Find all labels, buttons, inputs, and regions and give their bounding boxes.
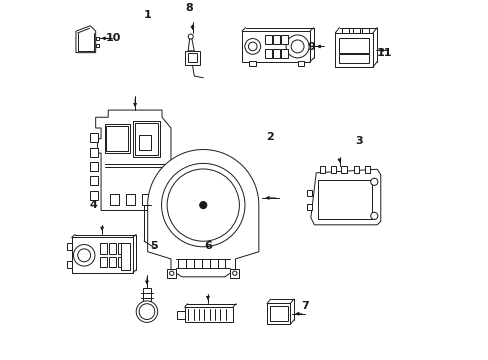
Bar bbox=[90, 162, 98, 171]
Text: 8: 8 bbox=[184, 3, 192, 13]
Bar bbox=[249, 61, 255, 66]
Bar bbox=[187, 53, 197, 62]
Bar bbox=[177, 311, 185, 319]
Bar bbox=[100, 257, 106, 267]
Bar bbox=[96, 37, 99, 40]
Bar bbox=[67, 261, 72, 268]
Text: 7: 7 bbox=[301, 301, 309, 311]
Bar bbox=[90, 134, 98, 142]
Text: 4: 4 bbox=[90, 200, 98, 210]
Bar bbox=[342, 28, 348, 33]
Bar bbox=[139, 135, 151, 149]
Bar bbox=[265, 36, 271, 44]
Circle shape bbox=[169, 271, 174, 275]
Bar bbox=[306, 204, 311, 211]
Bar bbox=[297, 61, 304, 66]
Bar bbox=[317, 180, 371, 220]
Bar bbox=[117, 257, 124, 267]
Polygon shape bbox=[96, 110, 171, 211]
Text: 10: 10 bbox=[106, 33, 121, 43]
Bar bbox=[108, 243, 116, 253]
Circle shape bbox=[167, 169, 239, 241]
Polygon shape bbox=[310, 169, 380, 225]
Text: 1: 1 bbox=[143, 10, 151, 20]
Bar bbox=[273, 36, 279, 44]
Polygon shape bbox=[147, 149, 258, 277]
Bar bbox=[353, 166, 359, 173]
Circle shape bbox=[199, 202, 206, 209]
Bar bbox=[104, 125, 129, 153]
Bar bbox=[273, 49, 279, 58]
Bar bbox=[265, 49, 271, 58]
Circle shape bbox=[285, 35, 308, 58]
Bar bbox=[364, 166, 369, 173]
Bar bbox=[338, 39, 368, 53]
Bar bbox=[306, 190, 311, 196]
Bar bbox=[281, 36, 287, 44]
Text: 2: 2 bbox=[265, 132, 273, 142]
Bar bbox=[319, 166, 325, 173]
Bar bbox=[135, 123, 158, 155]
Bar bbox=[67, 243, 72, 250]
Bar bbox=[121, 243, 130, 270]
Bar bbox=[90, 148, 98, 157]
Bar bbox=[72, 237, 132, 273]
Text: 6: 6 bbox=[204, 241, 212, 251]
Bar bbox=[133, 121, 160, 157]
Bar bbox=[96, 44, 99, 47]
Bar bbox=[338, 54, 368, 63]
Circle shape bbox=[370, 212, 377, 220]
Circle shape bbox=[161, 163, 244, 247]
Bar bbox=[230, 269, 239, 278]
Bar bbox=[352, 28, 359, 33]
Circle shape bbox=[370, 178, 377, 185]
Bar bbox=[269, 306, 287, 321]
Circle shape bbox=[244, 39, 260, 54]
Circle shape bbox=[136, 301, 158, 322]
Circle shape bbox=[232, 271, 237, 275]
Polygon shape bbox=[188, 39, 194, 51]
Polygon shape bbox=[76, 26, 96, 53]
Circle shape bbox=[139, 304, 155, 319]
Bar bbox=[108, 257, 116, 267]
Bar bbox=[110, 194, 119, 205]
Bar bbox=[100, 243, 106, 253]
Bar bbox=[167, 269, 176, 278]
Bar bbox=[242, 31, 309, 62]
Circle shape bbox=[188, 34, 193, 39]
Text: 9: 9 bbox=[306, 42, 314, 52]
Bar bbox=[184, 307, 233, 321]
Bar bbox=[185, 51, 199, 65]
Bar bbox=[142, 288, 151, 302]
Bar bbox=[341, 166, 346, 173]
Text: 3: 3 bbox=[355, 136, 362, 145]
Bar bbox=[90, 176, 98, 185]
Bar bbox=[126, 194, 135, 205]
Text: 5: 5 bbox=[150, 241, 158, 251]
Bar bbox=[142, 194, 151, 205]
Bar bbox=[335, 33, 372, 67]
Bar bbox=[117, 243, 124, 253]
Bar bbox=[362, 28, 368, 33]
Bar bbox=[106, 126, 128, 151]
Circle shape bbox=[248, 42, 257, 51]
Circle shape bbox=[78, 249, 90, 262]
Circle shape bbox=[73, 244, 95, 266]
Circle shape bbox=[290, 40, 304, 53]
Bar bbox=[330, 166, 335, 173]
Bar bbox=[90, 191, 98, 200]
Bar bbox=[281, 49, 287, 58]
Bar bbox=[266, 303, 290, 324]
Text: 11: 11 bbox=[376, 48, 391, 58]
